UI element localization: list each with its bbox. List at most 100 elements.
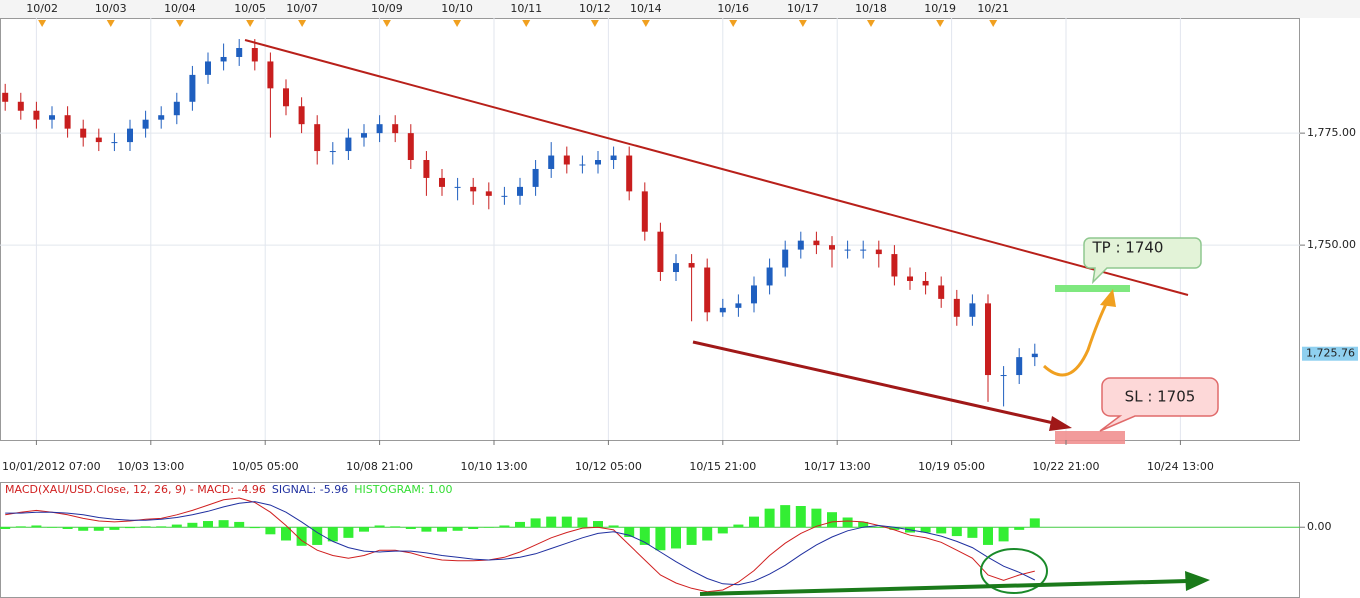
last-price-box: [1302, 346, 1358, 361]
histogram-bar: [203, 521, 213, 528]
candle-body: [407, 133, 414, 161]
date-label: 10/17: [787, 2, 819, 15]
date-label: 10/18: [855, 2, 887, 15]
target-arrow: [1042, 299, 1110, 377]
histogram-bar: [374, 525, 385, 528]
histogram-bar: [873, 527, 884, 528]
tp-callout: [1083, 237, 1202, 285]
histogram-bar: [234, 521, 245, 528]
histogram-bar: [281, 527, 291, 541]
candle-body: [423, 160, 430, 178]
candle-body: [298, 106, 305, 125]
date-label: 10/09: [371, 2, 403, 15]
histogram-bar: [624, 527, 635, 537]
histogram-bar: [390, 526, 401, 528]
histogram-bar: [156, 526, 167, 528]
date-marker: [38, 20, 47, 27]
date-bar: [0, 0, 1360, 18]
histogram-bar: [717, 527, 728, 534]
candle-body: [64, 115, 71, 129]
candle-body: [283, 88, 289, 107]
histogram-bar: [530, 518, 541, 528]
candle-body: [236, 48, 243, 57]
candle-body: [517, 186, 523, 196]
date-marker: [798, 20, 807, 27]
y-tick-label: 0.00: [1307, 520, 1332, 533]
candle-body: [173, 101, 180, 116]
date-marker: [522, 20, 531, 27]
histogram-bar: [62, 527, 73, 529]
candle-body: [470, 186, 477, 192]
candle-body: [860, 249, 867, 251]
histogram-bar: [577, 517, 588, 528]
date-marker: [106, 20, 115, 27]
histogram-bar: [468, 527, 479, 529]
histogram-bar: [343, 527, 354, 538]
trend-arrow: [692, 340, 1059, 426]
histogram-bar: [593, 521, 603, 528]
date-label: 10/19: [924, 2, 956, 15]
date-marker: [590, 20, 599, 27]
date-label: 10/12: [579, 2, 611, 15]
date-marker: [298, 20, 307, 27]
histogram-bar: [546, 516, 557, 528]
x-tick-label: 10/12 05:00: [575, 460, 642, 473]
macd-legend: MACD(XAU/USD.Close, 12, 26, 9) - MACD: -…: [5, 483, 453, 496]
candle-body: [766, 267, 773, 286]
histogram-bar: [671, 527, 681, 549]
histogram-bar: [1029, 518, 1040, 528]
histogram-bar: [983, 527, 993, 545]
histogram-bar: [639, 527, 650, 545]
candle-body: [875, 249, 882, 255]
date-marker: [453, 20, 462, 27]
candle-body: [907, 276, 913, 281]
histogram-bar: [0, 527, 11, 529]
x-tick-label: 10/24 13:00: [1147, 460, 1214, 473]
histogram-bar: [561, 516, 572, 528]
candle-body: [376, 124, 383, 134]
date-label: 10/04: [164, 2, 196, 15]
legend-entry: MACD(XAU/USD.Close, 12, 26, 9) - MACD: -…: [5, 483, 266, 496]
candle-body: [532, 168, 539, 187]
histogram-bar: [452, 527, 463, 531]
x-tick-label: 10/19 05:00: [918, 460, 985, 473]
histogram-bar: [125, 527, 135, 529]
legend-entry: SIGNAL: -5.96: [272, 483, 348, 496]
histogram-bar: [437, 527, 447, 532]
trend-line: [244, 39, 1189, 296]
candle-body: [641, 191, 648, 232]
histogram-bar: [187, 522, 198, 528]
histogram-bar: [359, 527, 369, 532]
candle-body: [626, 155, 633, 192]
candle-body: [454, 186, 461, 188]
date-marker: [936, 20, 945, 27]
candle-body: [922, 280, 929, 286]
candle-body: [142, 119, 149, 129]
x-tick-label: 10/01/2012 07:00: [2, 460, 101, 473]
candle-body: [361, 133, 367, 138]
candle-body: [891, 254, 898, 277]
candle-body: [563, 155, 570, 165]
histogram-bar: [296, 527, 307, 546]
macd-panel: [0, 482, 1300, 598]
candle-body: [205, 61, 211, 75]
histogram-bar: [889, 527, 900, 530]
candle-body: [49, 115, 55, 120]
candle-body: [688, 263, 695, 268]
candle-body: [2, 92, 9, 102]
histogram-bar: [515, 521, 525, 528]
highlight-circle: [980, 548, 1048, 594]
candle-body: [985, 303, 991, 376]
candle-body: [158, 115, 165, 120]
indicator-line: [5, 501, 1036, 586]
marks: [0, 39, 1040, 593]
date-label: 10/21: [977, 2, 1009, 15]
histogram-bar: [858, 521, 869, 528]
indicator-line: [5, 497, 1035, 593]
x-tick-label: 10/10 13:00: [461, 460, 528, 473]
candle-body: [797, 240, 804, 250]
date-marker: [382, 20, 391, 27]
date-marker: [641, 20, 650, 27]
